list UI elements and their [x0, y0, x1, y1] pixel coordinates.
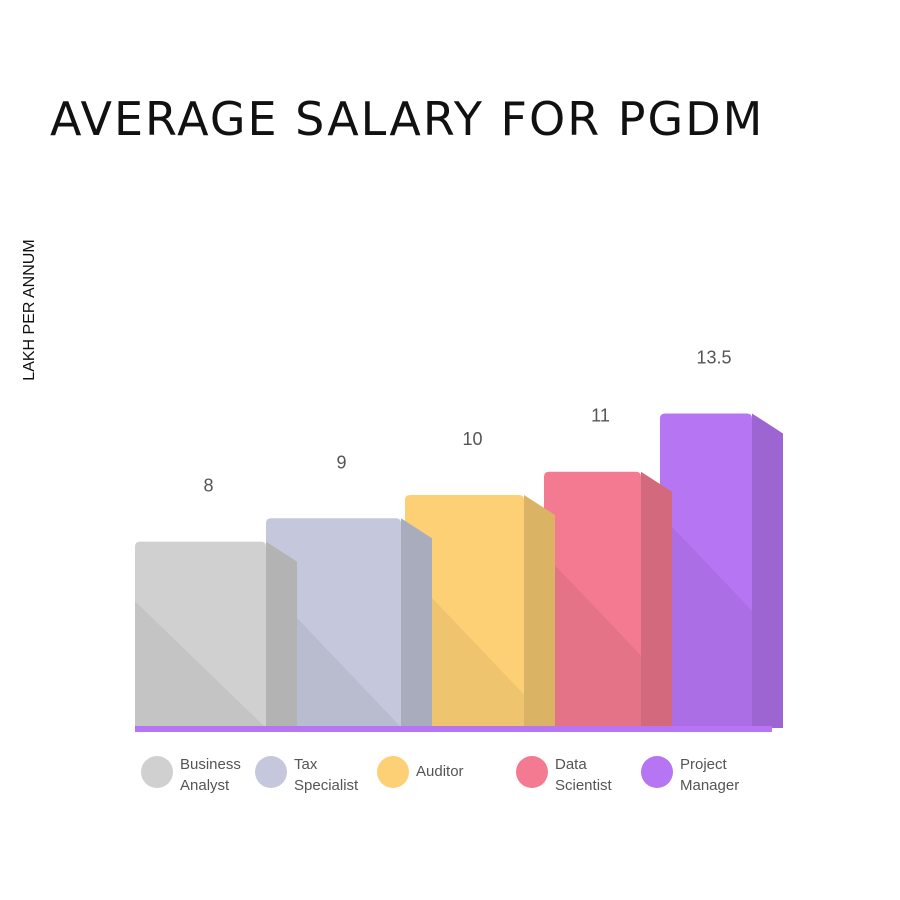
bar-shade-project-manager: [660, 514, 752, 728]
bars-layer: [135, 413, 783, 728]
legend-label-project-manager: Project Manager: [680, 756, 739, 794]
legend-label-business-analyst: Business Analyst: [180, 756, 241, 794]
legend-label-data-scientist: Data Scientist: [555, 756, 613, 794]
legend: Business Analyst Tax Specialist Auditor Data S…: [141, 756, 739, 794]
bar-side-auditor: [524, 495, 555, 728]
bar-shade-auditor: [405, 569, 524, 728]
legend-swatch-business-analyst: [141, 756, 173, 788]
legend-swatch-project-manager: [641, 756, 673, 788]
bar-project-manager: [660, 413, 783, 728]
bar-business-analyst: [135, 541, 297, 728]
legend-item-data-scientist: Data Scientist: [516, 756, 613, 794]
legend-swatch-tax-specialist: [255, 756, 287, 788]
bar-shade-tax-specialist: [266, 585, 401, 728]
bar-side-project-manager: [752, 413, 783, 728]
bar-shade-business-analyst: [135, 601, 266, 728]
value-label-project-manager: 13.5: [696, 347, 731, 367]
value-label-auditor: 10: [462, 429, 482, 449]
bar-tax-specialist: [266, 518, 432, 728]
bar-side-business-analyst: [266, 541, 297, 728]
bar-shade-data-scientist: [544, 553, 641, 728]
legend-item-project-manager: Project Manager: [641, 756, 739, 794]
legend-swatch-data-scientist: [516, 756, 548, 788]
legend-label-tax-specialist: Tax Specialist: [294, 756, 359, 794]
value-label-data-scientist: 11: [591, 406, 610, 426]
legend-item-tax-specialist: Tax Specialist: [255, 756, 359, 794]
chart-title: AVERAGE SALARY FOR PGDM: [50, 92, 765, 146]
bar-data-scientist: [544, 471, 672, 728]
bar-side-data-scientist: [641, 471, 672, 728]
legend-swatch-auditor: [377, 756, 409, 788]
legend-item-business-analyst: Business Analyst: [141, 756, 241, 794]
legend-item-auditor: Auditor: [377, 756, 464, 788]
bar-auditor: [405, 495, 555, 728]
value-label-tax-specialist: 9: [336, 452, 346, 472]
bar-side-tax-specialist: [401, 518, 432, 728]
x-axis-baseline: [135, 726, 772, 732]
legend-label-auditor: Auditor: [416, 763, 464, 780]
value-label-business-analyst: 8: [203, 476, 213, 496]
value-labels-layer: 13.5 11 10 9 8: [203, 347, 731, 495]
